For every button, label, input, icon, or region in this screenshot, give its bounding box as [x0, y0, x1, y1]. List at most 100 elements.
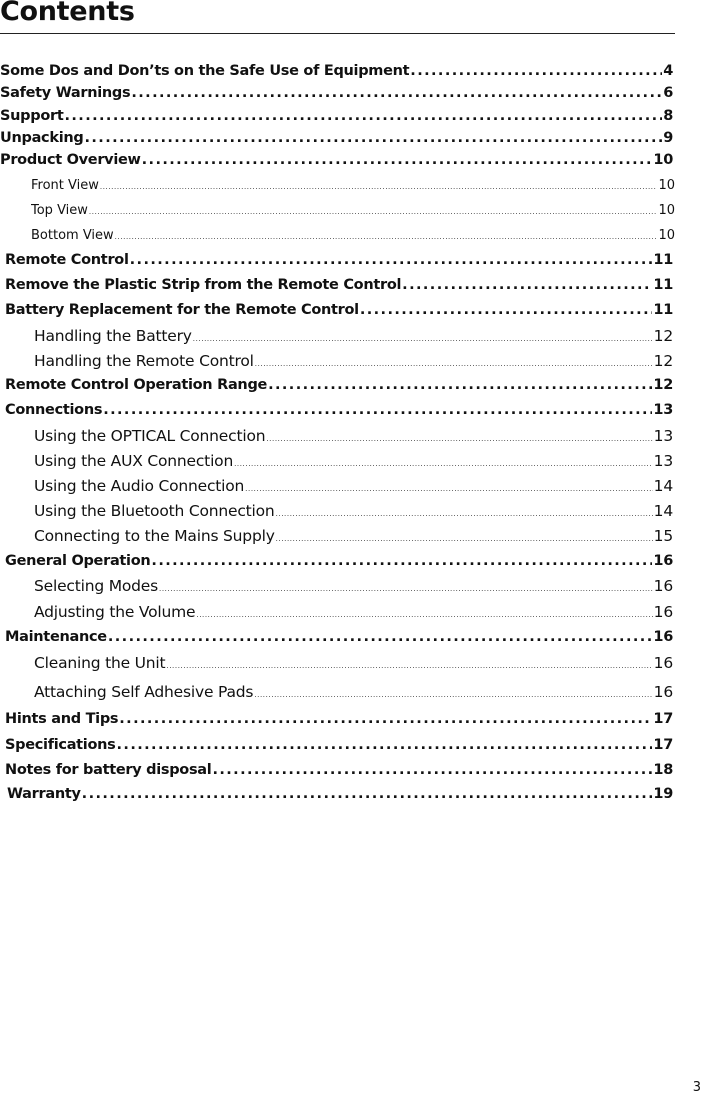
- toc-entry-label: Handling the Remote Control: [34, 352, 254, 370]
- dot-leader: [82, 786, 653, 802]
- toc-entry[interactable]: Specifications 17: [5, 737, 673, 753]
- toc-entry-label: Front View: [31, 178, 99, 193]
- dot-leader: [196, 603, 652, 621]
- toc-entry-label: Product Overview: [0, 152, 141, 168]
- toc-entry-page: 12: [653, 327, 673, 345]
- toc-entry-label: Adjusting the Volume: [34, 603, 196, 621]
- toc-entry[interactable]: Unpacking 9: [0, 130, 673, 146]
- toc-entry-page: 12: [653, 377, 673, 393]
- toc-entry-page: 8: [663, 108, 673, 124]
- toc-entry-label: Cleaning the Unit: [34, 654, 166, 672]
- toc-entry[interactable]: Hints and Tips 17: [5, 711, 673, 727]
- toc-entry-label: Using the Bluetooth Connection: [34, 502, 275, 520]
- toc-entry[interactable]: Cleaning the Unit 16: [34, 654, 673, 672]
- toc-entry-label: Some Dos and Don’ts on the Safe Use of E…: [0, 63, 410, 79]
- toc-entry[interactable]: Remove the Plastic Strip from the Remote…: [5, 277, 673, 293]
- toc-entry-page: 18: [653, 762, 673, 778]
- toc-entry[interactable]: Connections 13: [5, 402, 673, 418]
- toc-entry-label: Maintenance: [5, 629, 107, 645]
- toc-entry-page: 12: [653, 352, 673, 370]
- toc-entry-page: 13: [653, 427, 673, 445]
- toc-entry-page: 16: [653, 654, 673, 672]
- dot-leader: [245, 477, 653, 495]
- dot-leader: [410, 63, 662, 79]
- dot-leader: [276, 527, 653, 545]
- toc-entry-page: 10: [658, 203, 675, 218]
- toc-entry[interactable]: Warranty 19: [7, 786, 673, 802]
- dot-leader: [268, 377, 652, 393]
- toc-entry[interactable]: Using the Bluetooth Connection 14: [34, 502, 673, 520]
- dot-leader: [117, 737, 653, 753]
- toc-entry-page: 16: [653, 603, 673, 621]
- toc-entry-label: Notes for battery disposal: [5, 762, 212, 778]
- toc-entry[interactable]: Handling the Remote Control 12: [34, 352, 673, 370]
- dot-leader: [100, 178, 658, 193]
- toc-entry-page: 11: [653, 302, 673, 318]
- toc-entry[interactable]: Adjusting the Volume 16: [34, 603, 673, 621]
- toc-entry[interactable]: Notes for battery disposal 18: [5, 762, 673, 778]
- dot-leader: [89, 203, 658, 218]
- toc-entry-page: 4: [663, 63, 673, 79]
- toc-entry-label: Warranty: [7, 786, 81, 802]
- page-number: 3: [692, 1080, 701, 1095]
- toc-entry-label: Handling the Battery: [34, 327, 192, 345]
- dot-leader: [119, 711, 652, 727]
- toc-entry[interactable]: Battery Replacement for the Remote Contr…: [5, 302, 673, 318]
- toc-entry-label: Connections: [5, 402, 103, 418]
- toc-entry-page: 14: [653, 502, 673, 520]
- toc-entry[interactable]: Selecting Modes 16: [34, 577, 673, 595]
- toc-entry[interactable]: Using the AUX Connection 13: [34, 452, 673, 470]
- toc-entry-label: Specifications: [5, 737, 116, 753]
- toc-entry-label: Using the AUX Connection: [34, 452, 234, 470]
- toc-entry-label: Using the Audio Connection: [34, 477, 245, 495]
- toc-entry-page: 6: [663, 85, 673, 101]
- dot-leader: [131, 85, 662, 101]
- toc-entry[interactable]: Using the Audio Connection 14: [34, 477, 673, 495]
- dot-leader: [276, 502, 653, 520]
- toc-entry[interactable]: Remote Control 11: [5, 252, 673, 268]
- toc-entry-page: 11: [653, 252, 673, 268]
- toc-entry-label: Support: [0, 108, 64, 124]
- toc-entry[interactable]: Connecting to the Mains Supply 15: [34, 527, 673, 545]
- toc-entry[interactable]: Product Overview 10: [0, 152, 673, 168]
- toc-entry-page: 10: [658, 228, 675, 243]
- toc-entry[interactable]: Attaching Self Adhesive Pads 16: [34, 683, 673, 701]
- toc-entry[interactable]: Bottom View 10: [31, 228, 675, 243]
- dot-leader: [84, 130, 662, 146]
- dot-leader: [254, 683, 652, 701]
- dot-leader: [108, 629, 653, 645]
- dot-leader: [402, 277, 652, 293]
- toc-entry[interactable]: Safety Warnings 6: [0, 85, 673, 101]
- toc-entry-label: Attaching Self Adhesive Pads: [34, 683, 254, 701]
- toc-entry-label: General Operation: [5, 553, 151, 569]
- dot-leader: [234, 452, 653, 470]
- toc-entry-page: 16: [653, 577, 673, 595]
- dot-leader: [115, 228, 658, 243]
- toc-entry[interactable]: Maintenance 16: [5, 629, 673, 645]
- toc-entry[interactable]: Using the OPTICAL Connection 13: [34, 427, 673, 445]
- toc-entry-page: 16: [653, 683, 673, 701]
- dot-leader: [64, 108, 662, 124]
- dot-leader: [159, 577, 653, 595]
- toc-entry[interactable]: Some Dos and Don’ts on the Safe Use of E…: [0, 63, 673, 79]
- toc-entry-page: 17: [653, 711, 673, 727]
- toc-entry-page: 10: [653, 152, 673, 168]
- toc-entry[interactable]: Handling the Battery 12: [34, 327, 673, 345]
- toc-entry[interactable]: Front View 10: [31, 178, 675, 193]
- dot-leader: [193, 327, 653, 345]
- dot-leader: [151, 553, 652, 569]
- toc-entry[interactable]: Remote Control Operation Range 12: [5, 377, 673, 393]
- toc-entry-label: Battery Replacement for the Remote Contr…: [5, 302, 359, 318]
- dot-leader: [130, 252, 653, 268]
- toc-entry[interactable]: Top View 10: [31, 203, 675, 218]
- dot-leader: [266, 427, 652, 445]
- toc-entry-page: 16: [653, 629, 673, 645]
- toc-entry[interactable]: General Operation 16: [5, 553, 673, 569]
- toc-entry-page: 9: [663, 130, 673, 146]
- dot-leader: [142, 152, 653, 168]
- toc-entry-label: Unpacking: [0, 130, 84, 146]
- toc-entry-label: Remote Control Operation Range: [5, 377, 268, 393]
- toc-entry[interactable]: Support 8: [0, 108, 673, 124]
- dot-leader: [255, 352, 653, 370]
- toc-entry-label: Hints and Tips: [5, 711, 119, 727]
